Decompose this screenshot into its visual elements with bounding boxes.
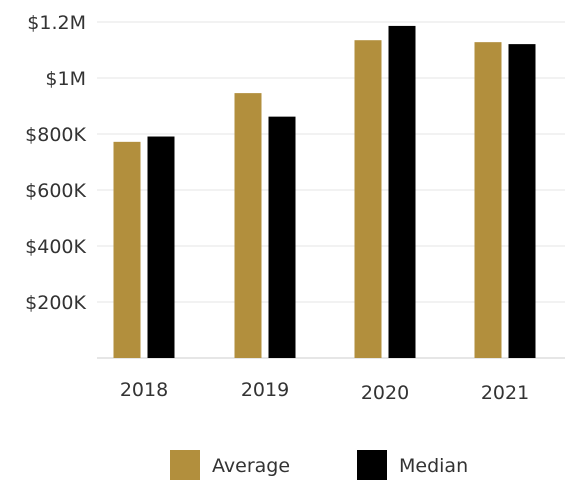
legend-label-average: Average: [212, 455, 290, 477]
x-axis-category-labels: 2018 2019 2020 2021: [120, 379, 529, 404]
bar-median-2019: [269, 117, 296, 358]
bar-average-2021: [475, 42, 502, 358]
y-tick-label: $400K: [25, 236, 86, 258]
legend: Average Median: [170, 450, 468, 480]
bars: [114, 26, 536, 358]
x-category-label: 2019: [241, 379, 289, 401]
y-axis-tick-labels: $200K $400K $600K $800K $1M $1.2M: [25, 12, 86, 314]
y-tick-label: $600K: [25, 180, 86, 202]
x-category-label: 2018: [120, 379, 168, 401]
bar-median-2021: [509, 44, 536, 358]
bar-median-2020: [389, 26, 416, 358]
x-category-label: 2021: [481, 382, 529, 404]
y-tick-label: $800K: [25, 124, 86, 146]
y-tick-label: $1.2M: [27, 12, 86, 34]
legend-swatch-median: [357, 450, 387, 480]
y-tick-label: $1M: [45, 68, 86, 90]
bar-average-2020: [355, 40, 382, 358]
x-category-label: 2020: [361, 382, 409, 404]
bar-median-2018: [148, 137, 175, 358]
legend-swatch-average: [170, 450, 200, 480]
bar-average-2019: [235, 93, 262, 358]
bar-average-2018: [114, 142, 141, 358]
y-tick-label: $200K: [25, 292, 86, 314]
legend-label-median: Median: [399, 455, 468, 477]
